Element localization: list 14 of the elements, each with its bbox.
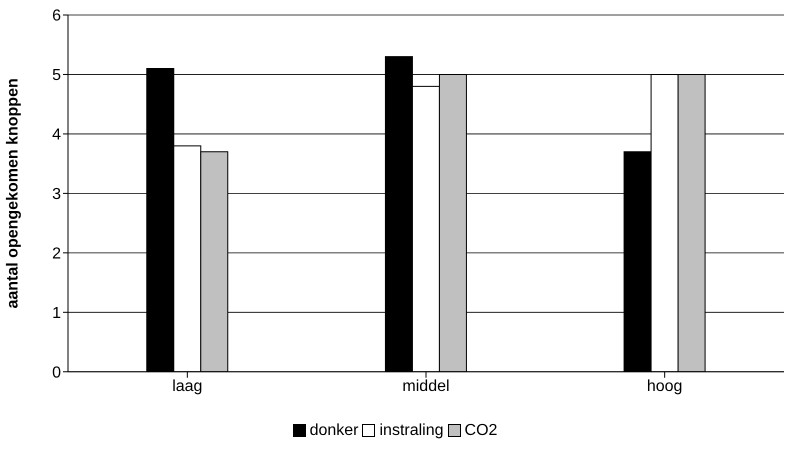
y-tick-label: 0: [52, 364, 62, 382]
y-tick-label: 5: [52, 67, 62, 84]
legend-label: donker: [310, 422, 358, 439]
y-tick-label: 3: [52, 186, 62, 204]
y-tick-label: 6: [52, 8, 62, 25]
y-axis-title: aantal opengekomen knoppen: [4, 78, 22, 309]
legend-label: instraling: [379, 422, 444, 439]
x-tick-label: hoog: [646, 378, 682, 396]
x-tick-label: middel: [402, 378, 450, 396]
legend-label: CO2: [464, 422, 498, 439]
y-tick-label: 1: [52, 304, 62, 322]
x-tick-label: laag: [172, 378, 202, 396]
y-tick-label: 2: [52, 246, 62, 263]
y-tick-label: 4: [52, 126, 62, 144]
